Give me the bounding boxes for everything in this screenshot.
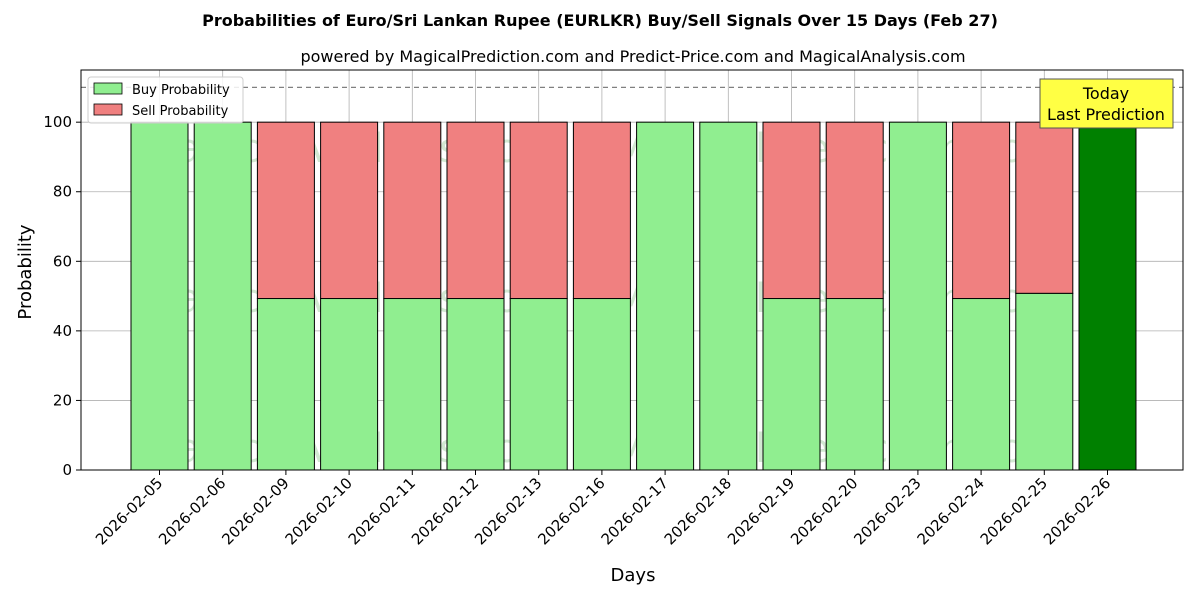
- bar-buy: [762, 298, 821, 471]
- bar-buy: [509, 298, 568, 471]
- x-tick-label: 2026-02-12: [408, 474, 482, 548]
- annotation-box: [1039, 78, 1174, 129]
- legend-box: [87, 76, 244, 124]
- bar-buy: [699, 121, 758, 471]
- x-tick-label: 2026-02-11: [345, 474, 419, 548]
- bar-sell: [446, 121, 505, 300]
- legend-swatch-buy: [93, 82, 123, 95]
- chart-subtitle: powered by MagicalPrediction.com and Pre…: [300, 47, 965, 66]
- bar-buy: [256, 298, 315, 471]
- legend: Buy Probability Sell Probability: [87, 76, 244, 124]
- y-tick-label: 80: [53, 183, 72, 201]
- bar-buy: [383, 298, 442, 471]
- bar-sell: [383, 121, 442, 300]
- x-tick-label: 2026-02-16: [534, 474, 608, 548]
- bar-buy: [1015, 292, 1074, 471]
- annotation-line-2: Last Prediction: [1047, 105, 1165, 124]
- bar-sell: [952, 121, 1011, 300]
- chart-title: Probabilities of Euro/Sri Lankan Rupee (…: [202, 11, 998, 30]
- bar-sell: [320, 121, 379, 300]
- bar-buy: [888, 121, 947, 471]
- x-tick-label: 2026-02-19: [724, 474, 798, 548]
- y-tick-label: 100: [43, 113, 72, 131]
- bar-buy: [636, 121, 695, 471]
- x-axis-label: Days: [611, 565, 656, 586]
- bar-buy: [572, 298, 631, 471]
- bar-today: [1078, 121, 1137, 471]
- y-axis-ticks: 0 20 40 60 80 100: [43, 113, 81, 479]
- legend-label-sell: Sell Probability: [132, 104, 229, 119]
- x-axis-ticks: 2026-02-052026-02-062026-02-092026-02-10…: [92, 470, 1114, 548]
- bar-sell: [762, 121, 821, 300]
- x-tick-label: 2026-02-17: [598, 474, 672, 548]
- x-tick-label: 2026-02-09: [218, 474, 292, 548]
- x-tick-label: 2026-02-24: [914, 474, 988, 548]
- bar-buy: [825, 298, 884, 471]
- y-tick-label: 40: [53, 322, 72, 340]
- x-tick-label: 2026-02-06: [155, 474, 229, 548]
- bar-sell: [509, 121, 568, 300]
- x-tick-label: 2026-02-05: [92, 474, 166, 548]
- legend-swatch-sell: [93, 103, 123, 116]
- bar-buy: [320, 298, 379, 471]
- x-tick-label: 2026-02-10: [282, 474, 356, 548]
- y-axis-label: Probability: [15, 224, 36, 319]
- bar-sell: [825, 121, 884, 300]
- bar-sell: [1015, 121, 1074, 294]
- bar-buy: [446, 298, 505, 471]
- legend-label-buy: Buy Probability: [132, 83, 230, 98]
- x-tick-label: 2026-02-23: [850, 474, 924, 548]
- bar-sell: [256, 121, 315, 300]
- x-tick-label: 2026-02-20: [787, 474, 861, 548]
- bar-buy: [952, 298, 1011, 471]
- bars: [130, 121, 1137, 471]
- x-tick-label: 2026-02-18: [661, 474, 735, 548]
- bar-buy: [193, 121, 252, 471]
- x-tick-label: 2026-02-13: [471, 474, 545, 548]
- y-tick-label: 60: [53, 252, 72, 270]
- annotation-line-1: Today: [1082, 84, 1129, 103]
- bar-sell: [572, 121, 631, 300]
- y-tick-label: 0: [62, 461, 72, 479]
- today-annotation: Today Last Prediction: [1039, 78, 1174, 129]
- x-tick-label: 2026-02-25: [977, 474, 1051, 548]
- x-tick-label: 2026-02-26: [1040, 474, 1114, 548]
- bar-buy: [130, 121, 189, 471]
- plot-frame: [80, 69, 1184, 471]
- y-tick-label: 20: [53, 391, 72, 409]
